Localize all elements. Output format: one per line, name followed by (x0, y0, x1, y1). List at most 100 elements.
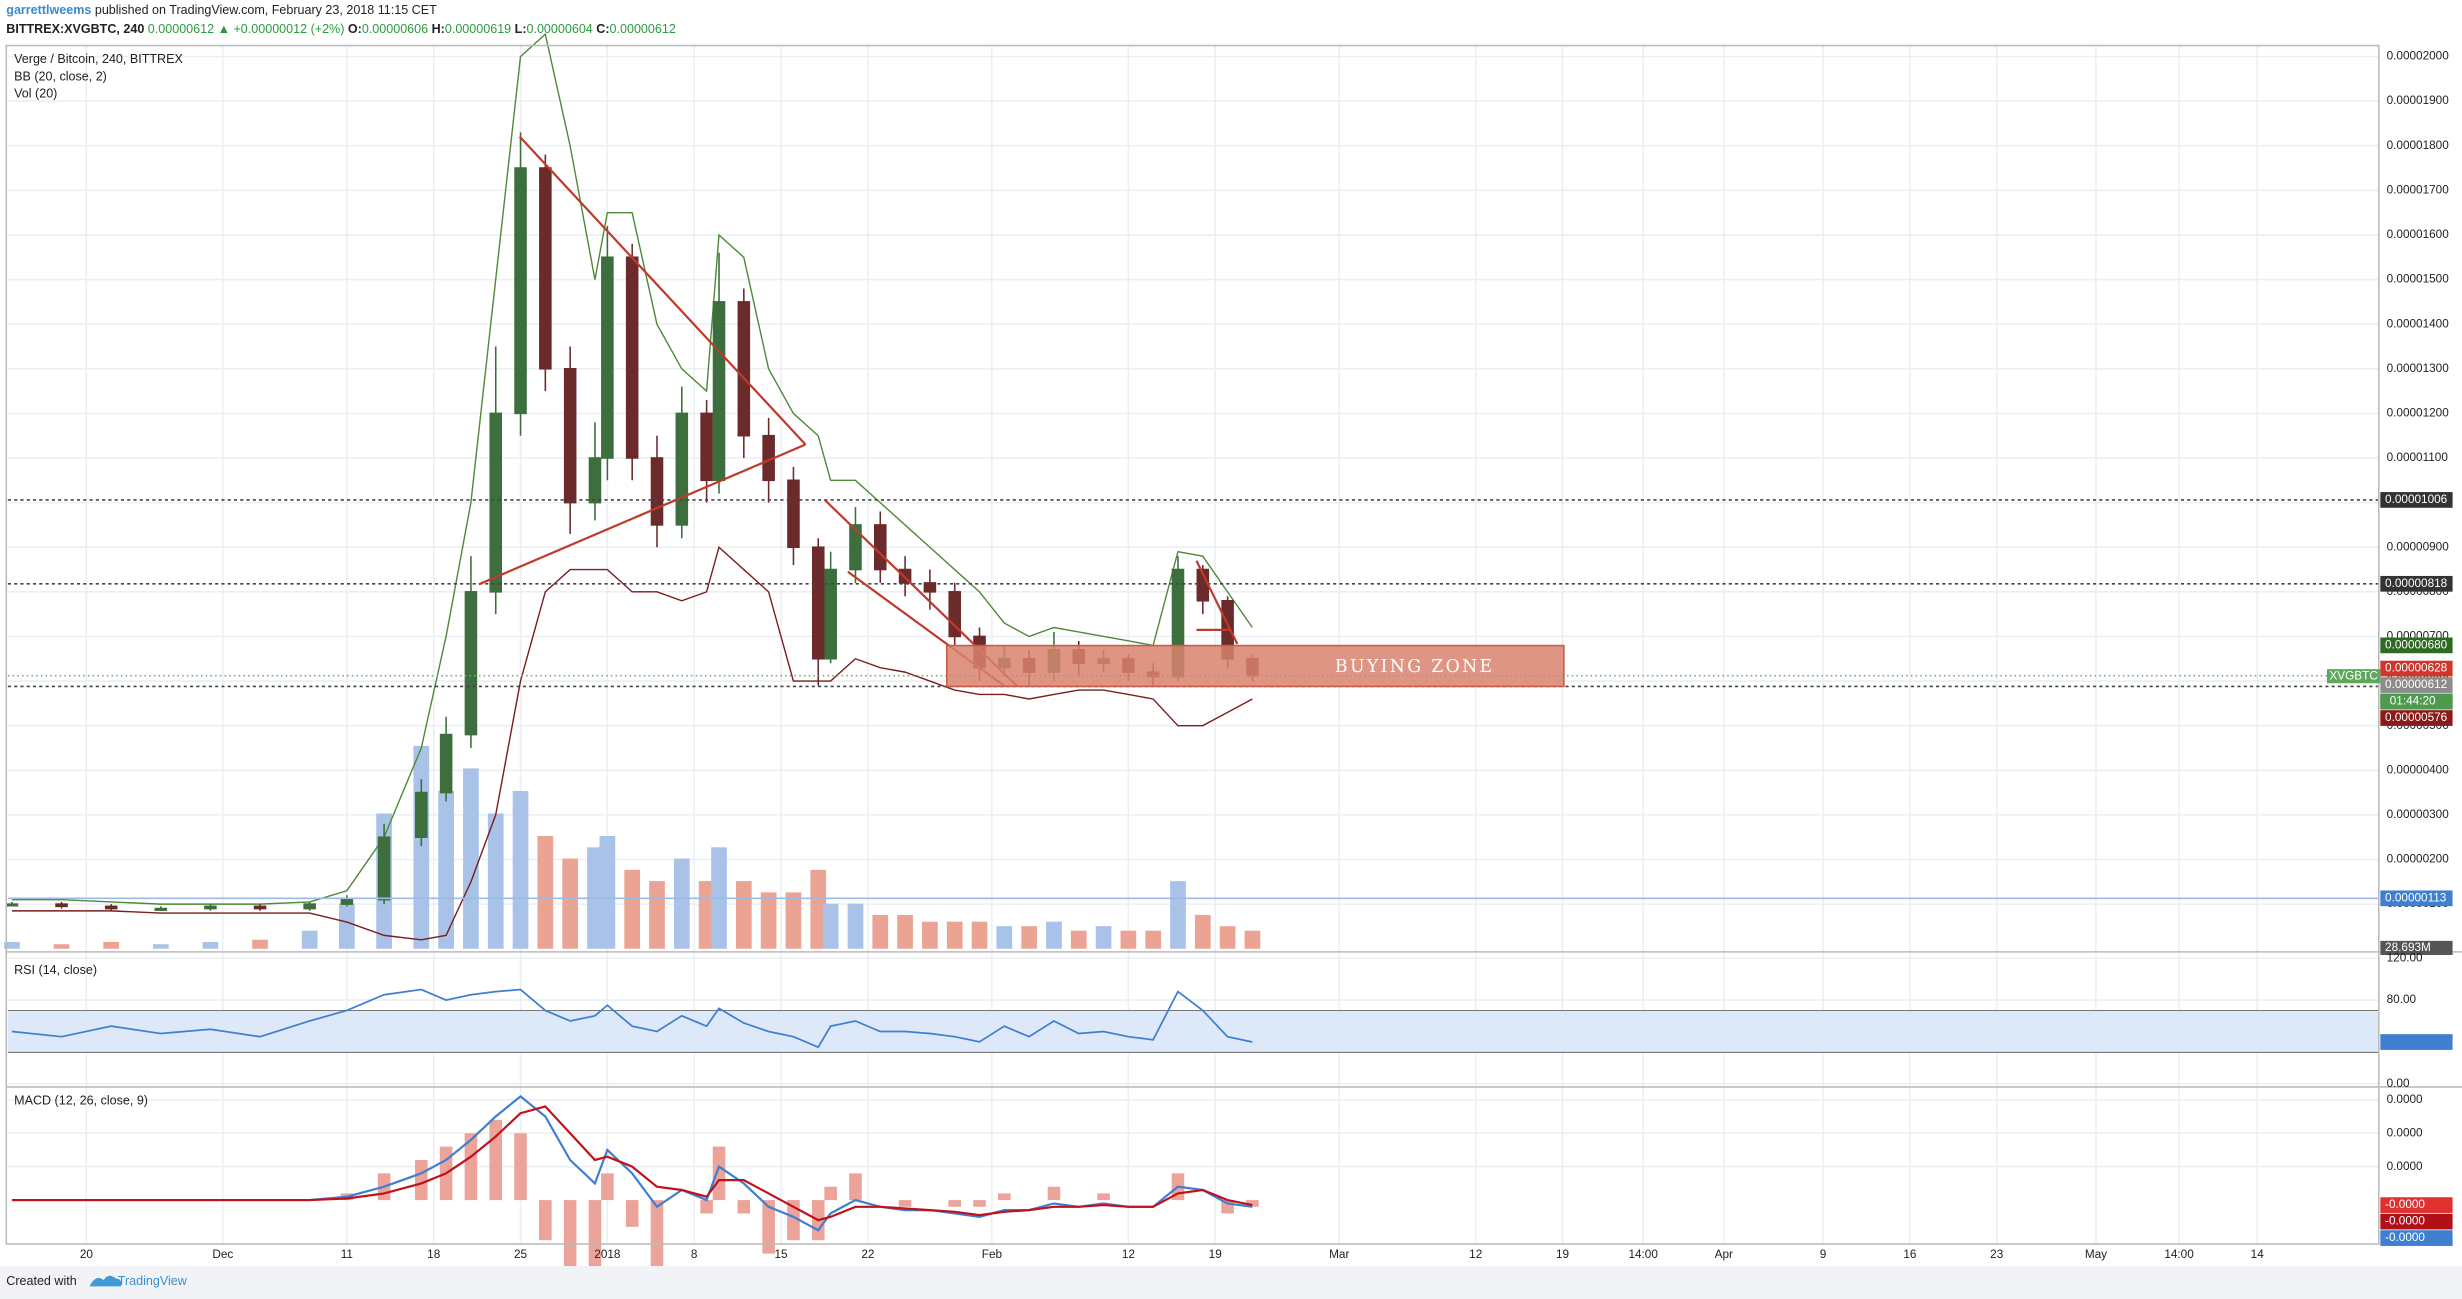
x-tick-label: 14:00 (1628, 1248, 1658, 1261)
y-tick-label: 0.00001100 (2387, 451, 2449, 464)
candle-body (650, 457, 664, 526)
macd-histogram (539, 1200, 552, 1241)
bollinger-band (11, 32, 1253, 905)
x-tick-label: 14 (2251, 1248, 2265, 1261)
buying-zone (946, 644, 1565, 688)
x-tick-label: Dec (212, 1248, 233, 1261)
price-marker: 0.00000680 (2385, 638, 2448, 651)
countdown: 01:44:20 (2390, 695, 2436, 708)
price-marker: 0.00000612 (2385, 678, 2447, 691)
volume-bar (1219, 926, 1236, 949)
volume-bar (971, 921, 988, 949)
rsi-title: RSI (14, close) (14, 963, 97, 977)
candle-body (948, 591, 961, 638)
candle-body (303, 903, 316, 910)
macd-marker-bg (2380, 1213, 2453, 1230)
volume-bar (1070, 930, 1087, 949)
rsi-line (11, 988, 1253, 1049)
price-marker-bg (2380, 575, 2453, 592)
candle-body (104, 905, 118, 910)
y-tick-label: 0.00001800 (2387, 139, 2450, 152)
candle-body (204, 905, 217, 910)
x-tick-label: 19 (1209, 1248, 1222, 1261)
macd-histogram (737, 1200, 751, 1214)
macd-histogram (625, 1200, 639, 1227)
volume-bar (673, 858, 690, 949)
volume-bar (537, 836, 554, 949)
macd-histogram (415, 1159, 428, 1201)
price-marker-bg (2380, 492, 2453, 508)
candle-body (5, 903, 19, 907)
x-tick-label: 12 (1122, 1248, 1135, 1261)
y-tick-label: 0.00001300 (2387, 362, 2450, 375)
y-tick-label: 0.00001500 (2387, 273, 2450, 286)
x-tick-label: 8 (691, 1248, 698, 1261)
candle-body (563, 367, 577, 504)
rsi-marker-bg (2380, 1034, 2453, 1050)
volume-bar (996, 926, 1013, 949)
macd-histogram (898, 1200, 912, 1207)
candle-body (377, 836, 391, 901)
volume-bar (438, 790, 454, 949)
drawings (478, 135, 1239, 688)
trend-line (478, 443, 806, 586)
volume-bar (1120, 930, 1137, 949)
macd-histogram (787, 1200, 800, 1241)
price-marker: 0.00001006 (2385, 493, 2448, 506)
price-title: Verge / Bitcoin, 240, BITTREX (14, 52, 183, 66)
macd-histogram (948, 1200, 961, 1207)
volume-bar (735, 881, 752, 949)
macd-histogram (700, 1200, 713, 1214)
y-tick-label: 0.00000300 (2387, 808, 2450, 821)
candle-body (712, 301, 726, 482)
x-tick-label: 23 (1990, 1248, 2004, 1261)
candle-body (849, 524, 862, 571)
y-tick-label: 0.00001600 (2387, 228, 2450, 241)
footer-brand[interactable]: TradingView (118, 1274, 188, 1288)
price-marker-bg (2380, 677, 2453, 693)
right-axis: 20 Dec 11 18 25 2018 8 15 22 Feb 12 19 Mar 12 19 14:00 A… (80, 50, 2453, 1261)
volume-bar (1095, 926, 1112, 949)
symbol-tag: XVGBTC (2329, 669, 2378, 682)
candle-body (675, 412, 689, 526)
x-tick-label: Apr (1715, 1248, 1733, 1261)
candle-body (253, 905, 267, 910)
volume-bar (1145, 930, 1162, 949)
h-label: H: (432, 22, 445, 36)
volume-bar (649, 881, 665, 949)
x-tick-label: 11 (341, 1248, 353, 1261)
candle-body (154, 907, 168, 911)
price-marker-bg (2380, 890, 2453, 907)
o-label: O: (348, 22, 362, 36)
volume-bar (1194, 914, 1211, 949)
x-tick-label: 19 (1556, 1248, 1569, 1261)
candle-body (787, 479, 800, 549)
candle-body (415, 791, 428, 838)
price-marker: 0.00000113 (2385, 891, 2447, 904)
macd-marker: -0.0000 (2385, 1215, 2425, 1228)
last-price: 0.00000612 (148, 22, 214, 36)
volume-bar (202, 941, 219, 949)
macd-histogram (514, 1133, 527, 1201)
y-tick-label: 0.00001700 (2387, 183, 2450, 196)
volume-bar (922, 921, 938, 949)
header-line: garrettlweems published on TradingView.c… (6, 3, 437, 17)
macd-histogram (824, 1186, 837, 1201)
author[interactable]: garrettlweems (6, 3, 91, 17)
macd-histogram (849, 1173, 862, 1201)
y-tick-label: 0.00000200 (2387, 853, 2450, 866)
x-tick-label: 25 (514, 1248, 528, 1261)
macd-histogram (1047, 1186, 1061, 1201)
volume-bar (785, 892, 802, 949)
candle-body (539, 167, 552, 370)
x-tick-label: 2018 (594, 1248, 621, 1261)
y-tick-label: 0.00002000 (2387, 50, 2450, 63)
volume-bar (872, 914, 889, 949)
brand-logo (89, 1275, 122, 1287)
symbol-line: BITTREX:XVGBTC, 240 0.00000612 ▲ +0.0000… (6, 22, 676, 36)
candle-body (464, 591, 478, 736)
volume-bar (822, 903, 839, 949)
x-tick-label: Mar (1329, 1248, 1349, 1261)
volume-bar (1244, 930, 1261, 949)
